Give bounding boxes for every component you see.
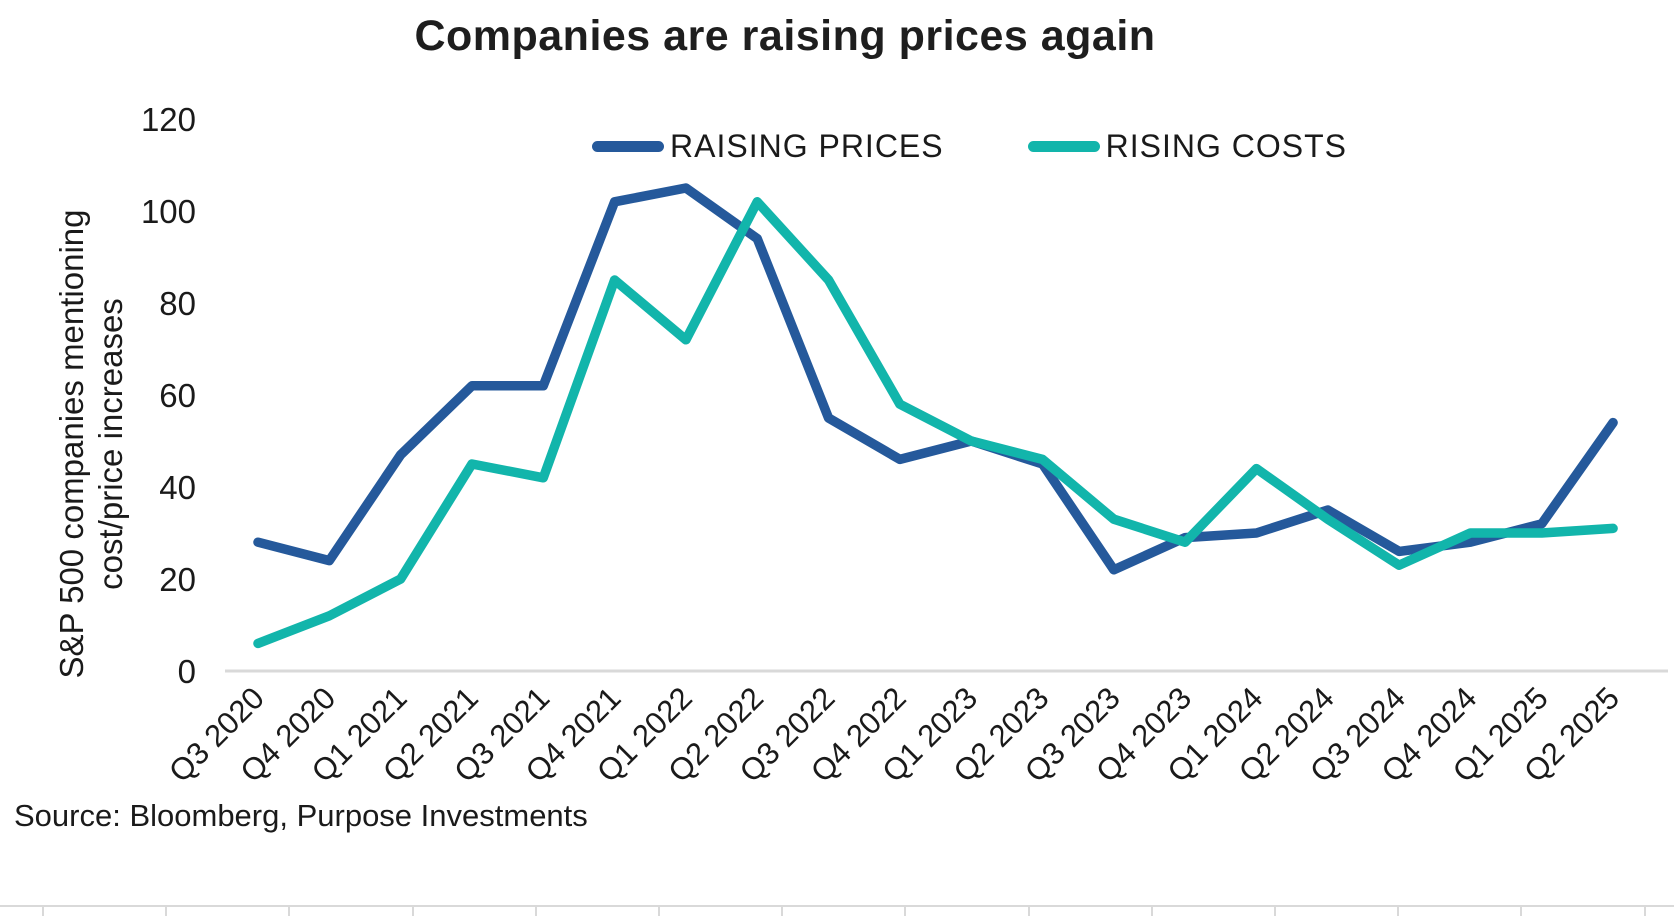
legend-label: RAISING PRICES — [670, 128, 944, 164]
cropped-table-tick — [288, 907, 291, 916]
cropped-table-tick — [1397, 907, 1400, 916]
y-tick-label: 60 — [159, 377, 196, 414]
cropped-table-tick — [42, 907, 44, 916]
y-tick-label: 80 — [159, 285, 196, 322]
cropped-table-tick — [411, 907, 414, 916]
rising-costs-line-swatch — [1027, 141, 1100, 152]
cropped-table-tick — [658, 907, 660, 916]
chart-legend: RAISING PRICES RISING COSTS — [592, 128, 1347, 165]
cropped-table-edge — [0, 905, 1674, 916]
cropped-table-tick — [534, 907, 537, 916]
series-line-rising-costs — [253, 197, 1618, 649]
cropped-table-tick — [165, 907, 168, 916]
y-tick-label: 40 — [159, 469, 196, 506]
source-note: Source: Bloomberg, Purpose Investments — [14, 798, 588, 833]
cropped-table-tick — [1150, 907, 1153, 916]
legend-item-raising-prices: RAISING PRICES — [592, 128, 944, 165]
cropped-table-tick — [1520, 907, 1523, 916]
series-line-raising-prices — [253, 183, 1618, 575]
y-tick-label: 0 — [178, 653, 196, 690]
legend-label: RISING COSTS — [1105, 128, 1347, 164]
cropped-table-tick — [1027, 907, 1030, 916]
raising-prices-line-swatch — [592, 141, 664, 152]
legend-item-rising-costs: RISING COSTS — [1027, 128, 1347, 165]
y-tick-label: 120 — [141, 101, 196, 138]
cropped-table-tick — [904, 907, 907, 916]
y-tick-label: 100 — [141, 193, 196, 230]
y-tick-label: 20 — [159, 561, 196, 598]
cropped-table-tick — [781, 907, 784, 916]
cropped-table-tick — [1274, 907, 1276, 916]
cropped-table-tick — [1643, 907, 1646, 916]
chart-title: Companies are raising prices again — [414, 12, 1156, 60]
